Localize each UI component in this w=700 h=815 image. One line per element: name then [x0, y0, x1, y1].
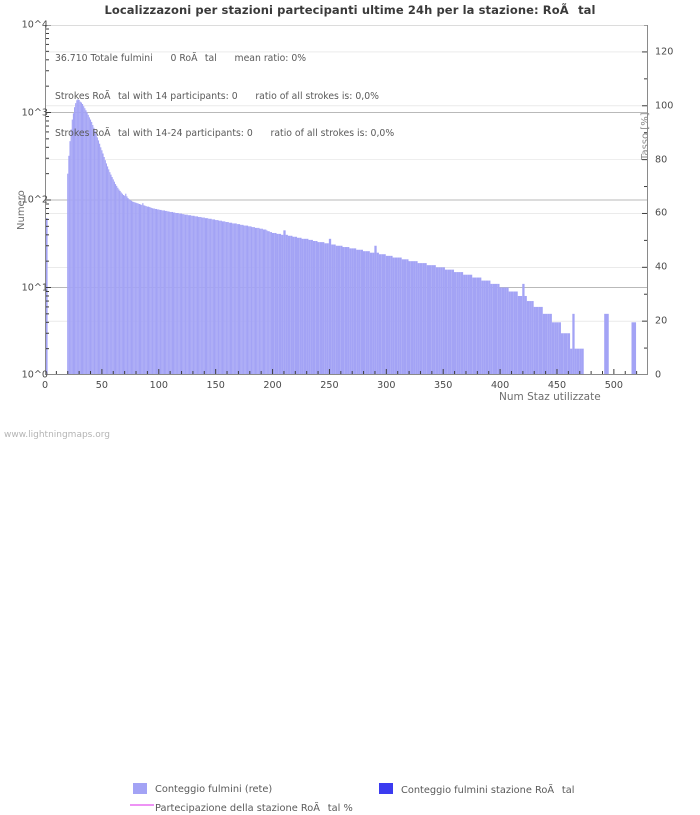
y-tick-left-2: 10^2	[21, 194, 48, 206]
x-tick-7: 350	[434, 380, 453, 391]
legend-label-station: Conteggio fulmini stazione RoÃtal	[401, 785, 575, 796]
y-axis-label-right: Tasso [%]	[640, 112, 651, 160]
y-tick-left-3: 10^3	[21, 107, 48, 118]
plot-frame	[45, 25, 648, 375]
y-tick-left-1: 10^1	[21, 282, 48, 293]
x-tick-9: 450	[547, 380, 567, 391]
chart-legend: Conteggio fulmini (rete) Conteggio fulmi…	[0, 390, 700, 814]
x-tick-3: 150	[206, 380, 225, 391]
y-tick-right-1: 20	[655, 315, 668, 327]
legend-label-participation: Partecipazione della stazione RoÃtal %	[155, 803, 353, 814]
x-tick-1: 50	[95, 380, 108, 391]
x-tick-4: 200	[263, 380, 282, 391]
x-tick-10: 500	[604, 380, 624, 391]
page-title: Localizzazoni per stazioni partecipanti …	[104, 3, 596, 17]
annotation-line-total: 36.710 Totale fulmini 0 RoÃtal mean rat…	[55, 53, 307, 64]
y-tick-right-0: 0	[655, 369, 662, 381]
plot-area: 36.710 Totale fulmini 0 RoÃtal mean rat…	[45, 25, 648, 375]
x-tick-8: 400	[490, 380, 510, 391]
lightning-chart-root: Localizzazoni per stazioni partecipanti …	[0, 3, 700, 814]
x-tick-0: 0	[41, 380, 49, 391]
x-tick-2: 100	[149, 380, 168, 391]
x-tick-6: 300	[377, 380, 396, 391]
annotation-block: 36.710 Totale fulmini 0 RoÃtal mean rat…	[55, 28, 394, 166]
x-axis-label: Num Staz utilizzate	[499, 391, 601, 403]
y-tick-right-4: 80	[655, 154, 668, 166]
plot-canvas	[45, 25, 648, 375]
annotation-line-14-24participants: Strokes RoÃtal with 14-24 participants:…	[55, 128, 395, 139]
legend-swatch-participation	[130, 804, 154, 806]
annotation-line-14participants: Strokes RoÃtal with 14 participants: 0 …	[55, 90, 379, 102]
y-tick-right-5: 100	[655, 100, 674, 112]
x-tick-5: 250	[320, 380, 339, 391]
y-tick-right-6: 120	[655, 46, 674, 58]
y-tick-left-0: 10^0	[21, 369, 48, 381]
legend-swatch-station	[379, 783, 393, 794]
legend-swatch-network	[133, 783, 147, 794]
legend-label-network: Conteggio fulmini (rete)	[155, 784, 273, 795]
y-tick-right-3: 60	[655, 207, 668, 219]
watermark: www.lightningmaps.org	[4, 430, 110, 440]
y-tick-right-2: 40	[655, 261, 668, 273]
y-tick-left-4: 10^4	[21, 19, 48, 31]
